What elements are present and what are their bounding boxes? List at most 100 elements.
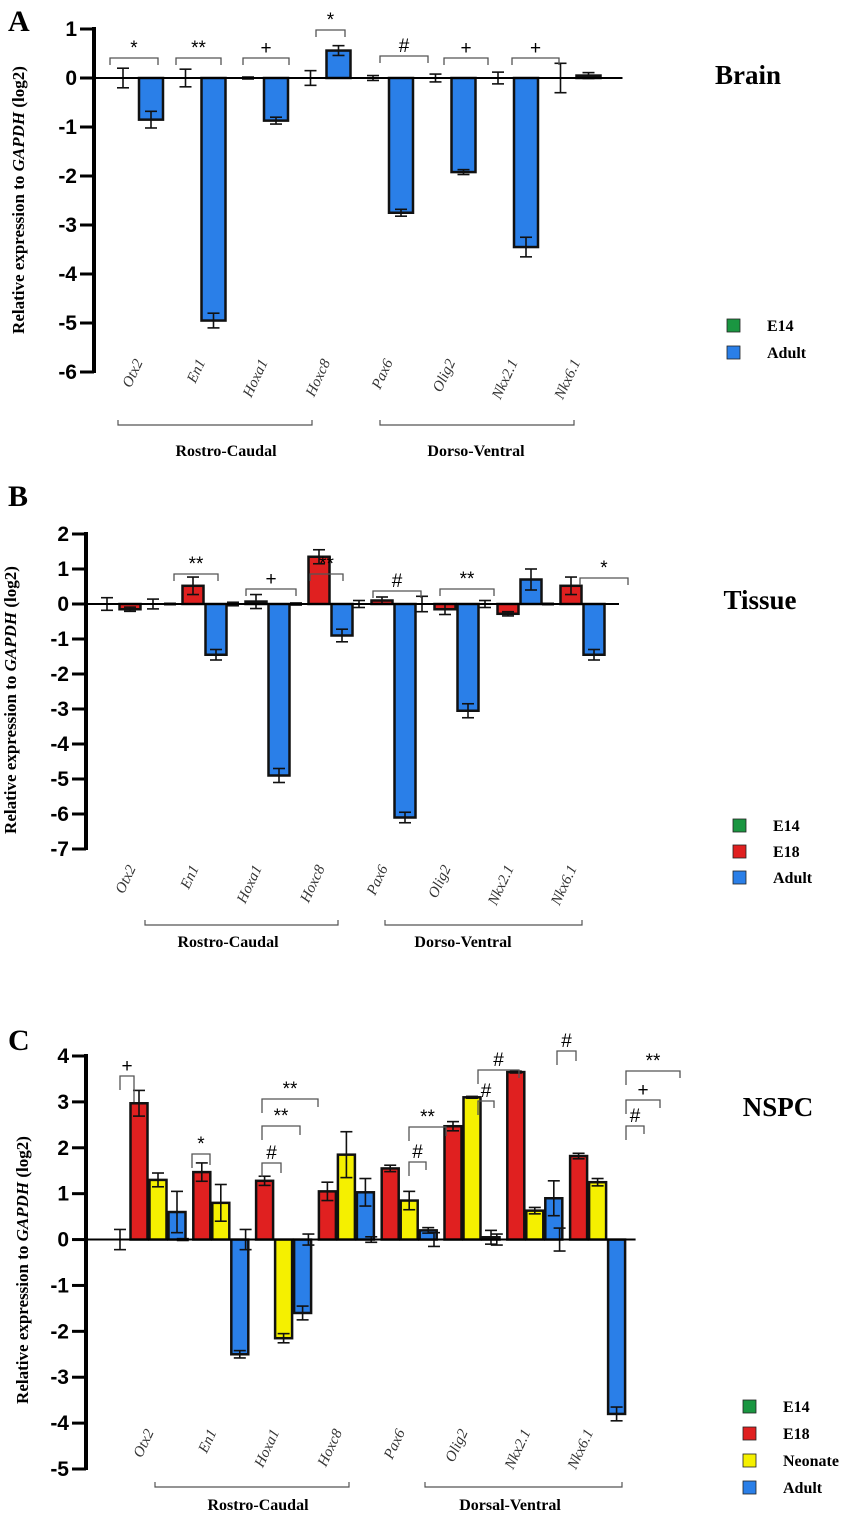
x-tick-label: Nkx6.1: [548, 863, 581, 909]
significance-bracket: [579, 577, 629, 585]
significance-label: *: [600, 558, 608, 579]
significance-bracket: [245, 588, 297, 596]
bar-adult-hoxa1: [262, 76, 290, 122]
legend-swatch-e18: [742, 1426, 757, 1441]
significance-label: #: [399, 36, 410, 57]
bar-e18-en1: [192, 1170, 212, 1241]
bar-e18-nkx61: [568, 1154, 589, 1241]
significance-bracket: [625, 1099, 661, 1114]
significance-bracket: [556, 1050, 577, 1065]
significance-label: #: [412, 1142, 423, 1163]
y-tick-label: -1: [50, 628, 69, 651]
x-tick-label: Pax6: [381, 1426, 409, 1462]
x-tick-label: Nkx6.1: [551, 357, 584, 403]
significance-bracket: [261, 1162, 282, 1177]
bar-neonate-nkx21: [525, 1209, 545, 1241]
significance-label: #: [493, 1050, 504, 1071]
significance-label: *: [130, 38, 138, 59]
x-tick-label: Pax6: [364, 862, 392, 898]
panel-C: C NSPC Relative expression to GAPDH (log2)…: [8, 1024, 839, 1514]
group-bracket: [379, 420, 575, 426]
x-tick-label: En1: [177, 863, 202, 893]
significance-bracket: [477, 1100, 495, 1115]
x-tick-label: Olig2: [426, 862, 455, 900]
significance-label: **: [191, 38, 206, 59]
legend-label-e14: E14: [773, 818, 800, 835]
significance-label: *: [327, 10, 335, 31]
significance-bracket: [242, 57, 290, 65]
legend-label-e14: E14: [783, 1399, 810, 1416]
legend-swatch-adult: [742, 1480, 757, 1495]
x-tick-label: Olig2: [430, 356, 459, 394]
y-axis-label-part: GAPDH: [1, 611, 20, 671]
bar-adult-nkx61: [582, 602, 606, 656]
y-tick-label: -2: [58, 165, 77, 188]
bar-adult-olig2: [450, 76, 477, 174]
legend-swatch-adult: [732, 870, 747, 885]
y-axis-label: Relative expression to GAPDH (log2): [9, 66, 28, 334]
panel-title: NSPC: [743, 1092, 814, 1122]
bar-e18-pax6: [380, 1167, 400, 1241]
panel-A: A Brain Relative expression to GAPDH (log2…: [8, 5, 807, 460]
y-tick-label: -6: [50, 803, 69, 826]
significance-bracket: [191, 1153, 211, 1168]
legend-label-adult: Adult: [767, 345, 807, 362]
significance-label: #: [561, 1031, 572, 1052]
bar-adult-pax6: [393, 602, 417, 819]
legend-label-e14: E14: [767, 318, 794, 335]
group-label: Rostro-Caudal: [177, 934, 279, 951]
x-tick-label: Hoxa1: [251, 1427, 283, 1471]
y-axis-label-part: GAPDH: [9, 111, 28, 171]
panel-title: Tissue: [723, 585, 796, 615]
legend-swatch-e14: [732, 818, 747, 833]
significance-bracket: [625, 1125, 645, 1140]
significance-label: **: [420, 1107, 435, 1128]
y-axis-label: Relative expression to GAPDH (log2): [13, 1136, 32, 1404]
y-tick-label: 1: [57, 1183, 69, 1206]
legend-label-adult: Adult: [783, 1480, 823, 1497]
y-tick-label: 0: [57, 593, 69, 616]
panel-title: Brain: [715, 60, 781, 90]
x-tick-label: Hoxc8: [303, 356, 335, 400]
significance-label: **: [646, 1051, 661, 1072]
significance-bracket: [261, 1098, 319, 1113]
x-tick-label: Hoxc8: [297, 862, 329, 906]
y-axis-label-part: Relative expression to: [13, 1241, 32, 1404]
significance-bracket: [379, 55, 429, 63]
bar-adult-olig2: [456, 602, 480, 712]
group-bracket: [144, 920, 339, 926]
y-tick-label: -7: [50, 838, 69, 861]
bar-adult-nkx61: [606, 1238, 627, 1416]
bar-adult-hoxa1: [267, 602, 291, 777]
y-tick-label: -1: [58, 116, 77, 139]
significance-label: #: [630, 1106, 641, 1127]
significance-bracket: [175, 57, 222, 65]
significance-bracket: [173, 573, 219, 581]
group-label: Dorsal-Ventral: [459, 1497, 561, 1514]
legend-label-e18: E18: [783, 1426, 810, 1443]
y-tick-label: -3: [50, 1366, 69, 1389]
x-tick-label: Nkx6.1: [565, 1427, 598, 1473]
bar-adult-en1: [204, 602, 228, 656]
y-tick-label: -2: [50, 1320, 69, 1343]
legend-label-neonate: Neonate: [783, 1453, 839, 1470]
significance-bracket: [625, 1070, 681, 1085]
bar-e18-otx2: [129, 1102, 149, 1241]
y-tick-label: -3: [58, 214, 77, 237]
group-bracket: [424, 1482, 623, 1488]
significance-label: **: [189, 554, 204, 575]
bar-adult-en1: [200, 76, 227, 322]
y-tick-label: -5: [50, 768, 69, 791]
significance-label: +: [260, 38, 271, 59]
significance-label: #: [392, 571, 403, 592]
significance-label: +: [265, 569, 276, 590]
significance-bracket: [372, 590, 422, 598]
significance-bracket: [408, 1126, 447, 1141]
y-axis-label-part: (log2): [9, 66, 28, 112]
y-tick-label: -6: [58, 361, 77, 384]
significance-label: #: [266, 1143, 277, 1164]
significance-bracket: [511, 57, 560, 65]
significance-bracket: [109, 57, 159, 65]
x-tick-label: Otx2: [131, 1426, 158, 1460]
